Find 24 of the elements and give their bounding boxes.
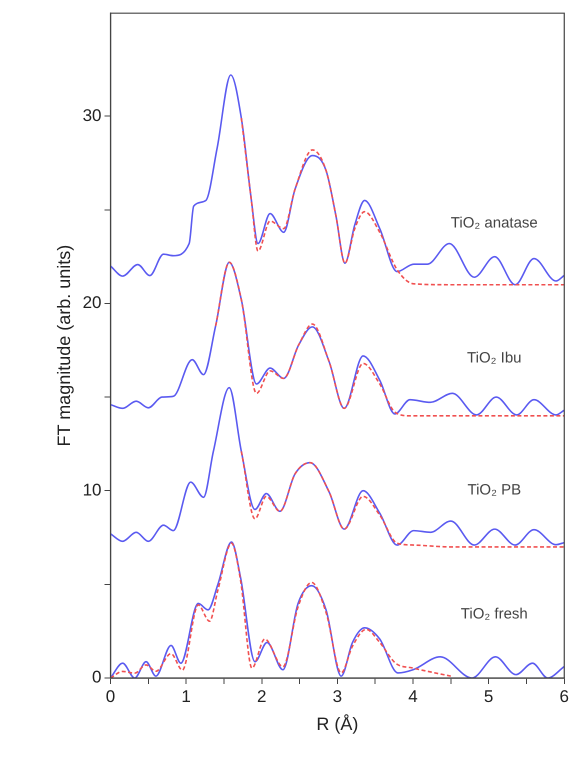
x-tick-label: 0 <box>106 686 116 706</box>
annotation: TiO₂ fresh <box>460 606 528 623</box>
y-tick-label: 20 <box>82 293 102 312</box>
x-tick-label: 4 <box>408 686 418 706</box>
line-series <box>110 261 564 416</box>
line-series <box>110 386 564 546</box>
annotation: TiO₂ Ibu <box>467 349 522 366</box>
y-tick-label: 0 <box>92 668 102 687</box>
annotation: TiO₂ PB <box>467 482 522 499</box>
line-series <box>110 542 452 678</box>
x-tick-label: 6 <box>560 686 570 706</box>
x-tick-label: 1 <box>181 686 191 706</box>
x-tick-label: 5 <box>484 686 494 706</box>
y-tick-label: 30 <box>82 106 102 125</box>
x-tick-label: 2 <box>257 686 266 706</box>
line-series <box>240 450 564 548</box>
x-axis-title: R (Å) <box>316 714 358 734</box>
line-series <box>214 261 564 417</box>
line-series <box>110 74 564 286</box>
y-axis-title: FT magnitude (arb. units) <box>54 244 74 446</box>
y-tick-label: 10 <box>82 480 102 500</box>
x-tick-label: 3 <box>332 686 342 706</box>
annotation: TiO₂ anatase <box>450 214 538 232</box>
line-series <box>240 117 564 286</box>
